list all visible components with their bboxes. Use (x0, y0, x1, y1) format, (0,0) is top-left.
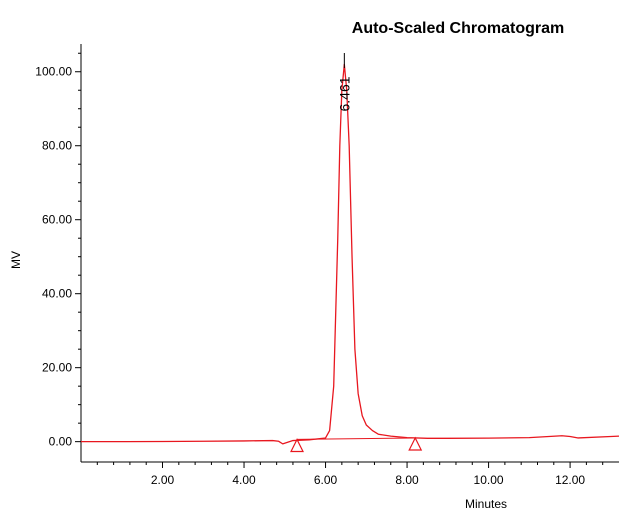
x-tick-label: 2.00 (151, 473, 175, 487)
y-tick-label: 20.00 (42, 361, 72, 375)
x-tick-label: 8.00 (395, 473, 419, 487)
y-axis-title: MV (9, 251, 23, 269)
signal-trace (81, 63, 619, 445)
baseline-marker (290, 438, 304, 453)
x-tick-label: 4.00 (232, 473, 256, 487)
x-tick-label: 12.00 (555, 473, 585, 487)
ticks: 2.00 4.00 6.00 8.00 10.00 12.00 0.00 20.00 40.00… (35, 52, 604, 487)
y-tick-label: 40.00 (42, 287, 72, 301)
peak-label: 6.461 (336, 76, 352, 111)
x-tick-label: 10.00 (474, 473, 504, 487)
plot-area: 6.461 (81, 53, 619, 453)
y-tick-label: 60.00 (42, 213, 72, 227)
y-tick-label: 0.00 (49, 435, 73, 449)
x-axis-title: Minutes (465, 497, 507, 509)
baseline-marker (408, 436, 423, 451)
y-tick-label: 100.00 (35, 65, 72, 79)
chart-title: Auto-Scaled Chromatogram (352, 20, 564, 37)
y-tick-label: 80.00 (42, 139, 72, 153)
axes (80, 44, 619, 463)
x-tick-label: 6.00 (314, 473, 338, 487)
